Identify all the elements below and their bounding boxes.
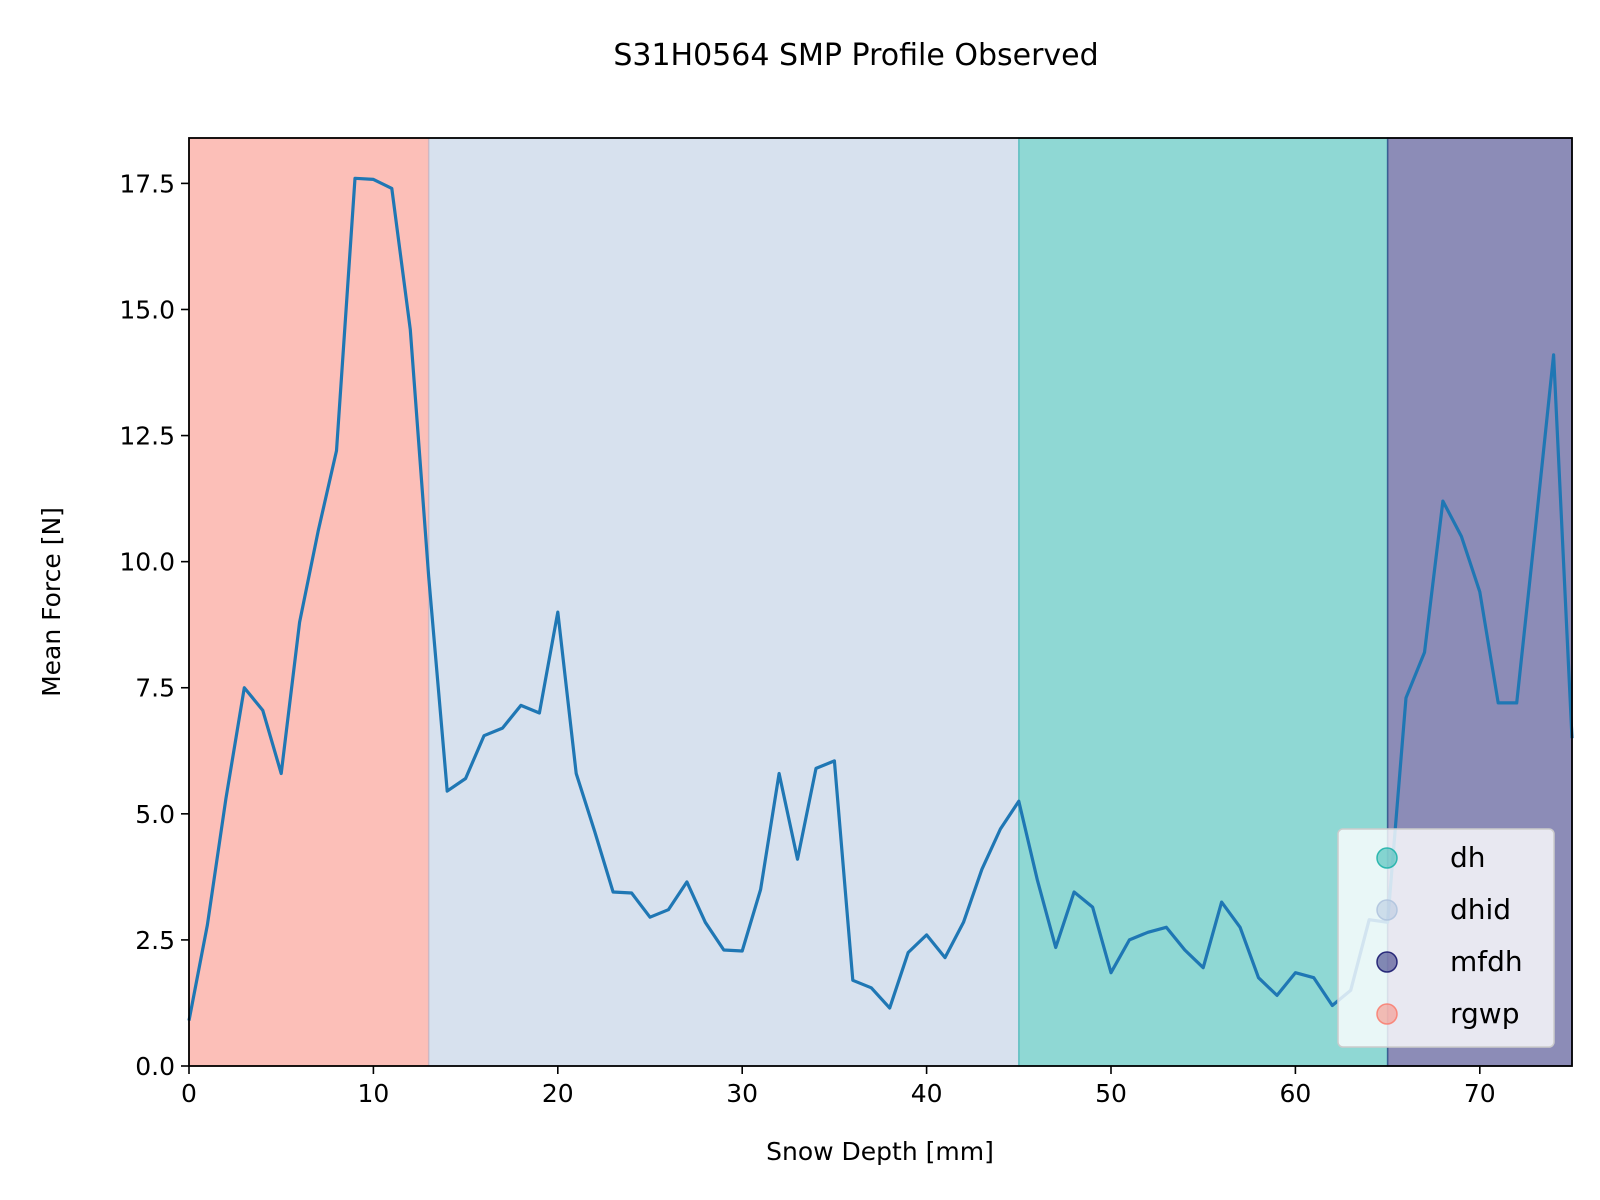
legend-marker-mfdh [1376, 951, 1398, 973]
x-tick-label: 10 [357, 1079, 389, 1108]
legend-marker-dhid [1376, 899, 1398, 921]
y-tick-label: 7.5 [135, 674, 175, 703]
y-tick-label: 15.0 [119, 295, 175, 324]
legend-label-mfdh: mfdh [1450, 945, 1523, 978]
legend-marker-rgwp [1376, 1003, 1398, 1025]
region-rgwp [188, 137, 430, 1067]
y-tick-label: 10.0 [119, 548, 175, 577]
y-tick-label: 5.0 [135, 800, 175, 829]
legend-box [1337, 828, 1555, 1048]
x-tick-label: 50 [1095, 1079, 1127, 1108]
legend-label-dhid: dhid [1450, 893, 1511, 926]
x-axis-label: Snow Depth [mm] [766, 1137, 994, 1166]
y-tick-label: 12.5 [119, 422, 175, 451]
legend: dh dhid mfdh rgwp [1337, 828, 1555, 1048]
x-tick-label: 30 [726, 1079, 758, 1108]
legend-marker-dh [1376, 847, 1398, 869]
x-axis-ticks: 0 10 20 30 40 50 60 70 [181, 1066, 1496, 1108]
y-axis-ticks: 0.0 2.5 5.0 7.5 10.0 12.5 15.0 17.5 [119, 169, 189, 1081]
legend-label-dh: dh [1450, 841, 1486, 874]
plot-frame [188, 137, 1573, 1067]
x-tick-label: 20 [542, 1079, 574, 1108]
x-tick-label: 70 [1464, 1079, 1496, 1108]
legend-label-rgwp: rgwp [1450, 997, 1519, 1030]
x-tick-label: 40 [911, 1079, 943, 1108]
x-tick-label: 60 [1279, 1079, 1311, 1108]
region-dhid [427, 137, 1020, 1067]
y-tick-label: 0.0 [135, 1052, 175, 1081]
region-dh [1018, 137, 1389, 1067]
chart-title: S31H0564 SMP Profile Observed [613, 38, 1098, 73]
y-tick-label: 17.5 [119, 169, 175, 198]
x-tick-label: 0 [181, 1079, 197, 1108]
y-tick-label: 2.5 [135, 926, 175, 955]
y-axis-label: Mean Force [N] [37, 507, 66, 697]
